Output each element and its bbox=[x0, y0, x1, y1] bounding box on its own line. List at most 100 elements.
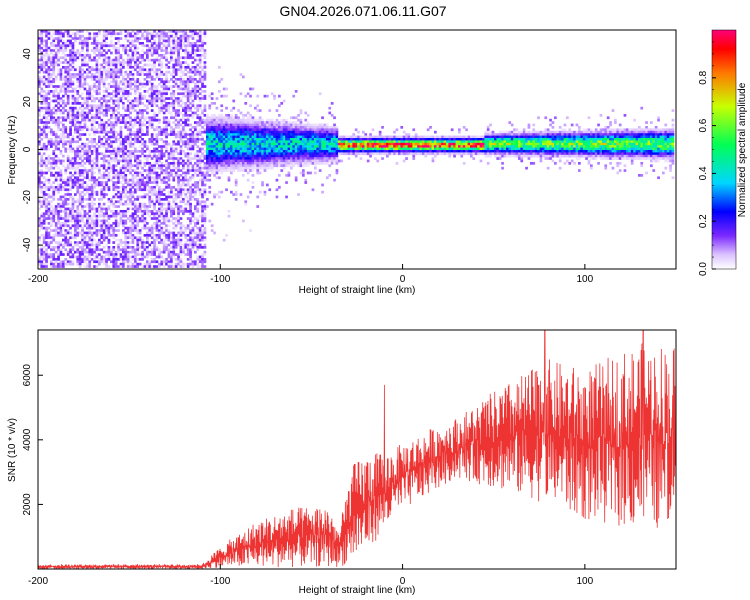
spectrogram-cell bbox=[38, 118, 41, 122]
spectrogram-cell bbox=[162, 133, 166, 136]
spectrogram-cell bbox=[45, 126, 48, 129]
spectrogram-cell bbox=[69, 255, 72, 259]
spectrogram-cell bbox=[155, 133, 159, 136]
spectrogram-cell bbox=[148, 46, 152, 50]
spectrogram-cell bbox=[110, 152, 113, 156]
spectrogram-cell bbox=[153, 212, 156, 216]
spectrogram-cell bbox=[57, 219, 60, 223]
spectrogram-cell bbox=[112, 231, 116, 235]
spectrogram-cell bbox=[218, 130, 221, 134]
spectrogram-cell bbox=[93, 73, 96, 76]
spectrogram-cell bbox=[90, 164, 94, 168]
spectrogram-cell bbox=[232, 130, 236, 134]
spectrogram-cell bbox=[194, 171, 197, 175]
spectrogram-cell bbox=[102, 202, 106, 206]
spectrogram-cell bbox=[186, 80, 190, 84]
spectrogram-cell bbox=[105, 68, 108, 72]
spectrogram-cell bbox=[110, 32, 113, 36]
spectrogram-cell bbox=[191, 169, 195, 172]
spectrogram-cell bbox=[170, 152, 173, 156]
spectrogram-cell bbox=[112, 212, 116, 216]
spectrogram-cell bbox=[158, 188, 161, 192]
spectrogram-cell bbox=[98, 262, 101, 266]
spectrogram-cell bbox=[83, 222, 87, 225]
spectrogram-cell bbox=[42, 193, 46, 196]
spectrogram-cell bbox=[126, 150, 130, 153]
spectrogram-cell bbox=[182, 178, 185, 182]
spectrogram-cell bbox=[54, 56, 58, 60]
spectrogram-cell bbox=[196, 200, 200, 204]
spectrogram-cell bbox=[90, 85, 94, 88]
spectrogram-cell bbox=[160, 152, 164, 156]
spectrogram-cell bbox=[177, 181, 180, 184]
spectrogram-cell bbox=[78, 246, 82, 249]
spectrogram-cell bbox=[129, 154, 132, 158]
spectrogram-cell bbox=[165, 73, 168, 76]
spectrogram-cell bbox=[38, 169, 41, 172]
spectrogram-cell bbox=[54, 99, 58, 103]
spectrogram-cell bbox=[117, 104, 120, 108]
spectrogram-cell bbox=[42, 219, 46, 223]
spectrogram-cell bbox=[203, 260, 207, 264]
spectrogram-cell bbox=[186, 226, 190, 230]
spectrogram-cell bbox=[201, 111, 204, 115]
spectrogram-cell bbox=[83, 193, 87, 196]
spectrogram-cell bbox=[64, 61, 68, 64]
spectrogram-cell bbox=[191, 94, 195, 98]
spectrogram-cell bbox=[179, 87, 183, 91]
spectrogram-cell bbox=[105, 243, 108, 247]
spectrogram-cell bbox=[78, 171, 82, 175]
spectrogram-cell bbox=[98, 104, 101, 108]
spectrogram-cell bbox=[167, 164, 171, 168]
spectrogram-cell bbox=[158, 90, 161, 93]
spectrogram-cell bbox=[102, 104, 106, 108]
spectrogram-cell bbox=[122, 248, 125, 252]
spectrogram-cell bbox=[213, 133, 216, 136]
spectrogram-cell bbox=[117, 51, 120, 55]
spectrogram-cell bbox=[81, 61, 84, 64]
spectrogram-cell bbox=[189, 195, 192, 199]
spectrogram-cell bbox=[71, 198, 75, 201]
spectrogram-cell bbox=[174, 258, 178, 261]
spectrogram-cell bbox=[71, 68, 75, 72]
spectrogram-cell bbox=[93, 90, 96, 93]
spectrogram-cell bbox=[119, 30, 123, 33]
spectrogram-cell bbox=[155, 238, 159, 242]
spectrogram-cell bbox=[117, 75, 120, 79]
spectrogram-cell bbox=[179, 238, 183, 242]
spectrogram-cell bbox=[160, 92, 164, 96]
spectrogram-cell bbox=[114, 157, 118, 160]
spectrogram-cell bbox=[76, 255, 80, 259]
spectrogram-cell bbox=[74, 243, 77, 247]
spectrogram-cell bbox=[54, 205, 58, 208]
spectrogram-cell bbox=[45, 97, 48, 100]
spectrogram-cell bbox=[150, 140, 154, 144]
spectrogram-cell bbox=[179, 222, 183, 225]
spectrogram-cell bbox=[119, 70, 123, 74]
spectrogram-cell bbox=[138, 241, 142, 244]
spectrogram-cell bbox=[256, 123, 260, 127]
spectrogram-cell bbox=[52, 248, 56, 252]
spectrogram-cell bbox=[45, 49, 48, 52]
spectrogram-cell bbox=[105, 140, 108, 144]
spectrogram-cell bbox=[148, 152, 152, 156]
spectrogram-cell bbox=[170, 190, 173, 194]
spectrogram-cell bbox=[83, 70, 87, 74]
spectrogram-cell bbox=[227, 145, 231, 148]
spectrogram-cell bbox=[90, 138, 94, 141]
spectrogram-cell bbox=[119, 90, 123, 93]
spectrogram-cell bbox=[134, 54, 137, 57]
spectrogram-cell bbox=[102, 70, 106, 74]
spectrogram-cell bbox=[251, 138, 255, 141]
spectrogram-cell bbox=[146, 248, 149, 252]
spectrogram-cell bbox=[131, 152, 135, 156]
spectrogram-cell bbox=[93, 186, 96, 189]
spectrogram-cell bbox=[208, 135, 212, 139]
spectrogram-cell bbox=[141, 147, 144, 151]
spectrogram-cell bbox=[220, 164, 224, 168]
spectrogram-cell bbox=[153, 90, 156, 93]
spectrogram-cell bbox=[59, 159, 63, 163]
spectrogram-cell bbox=[83, 56, 87, 60]
spectrogram-cell bbox=[117, 111, 120, 115]
spectrogram-cell bbox=[134, 46, 137, 50]
